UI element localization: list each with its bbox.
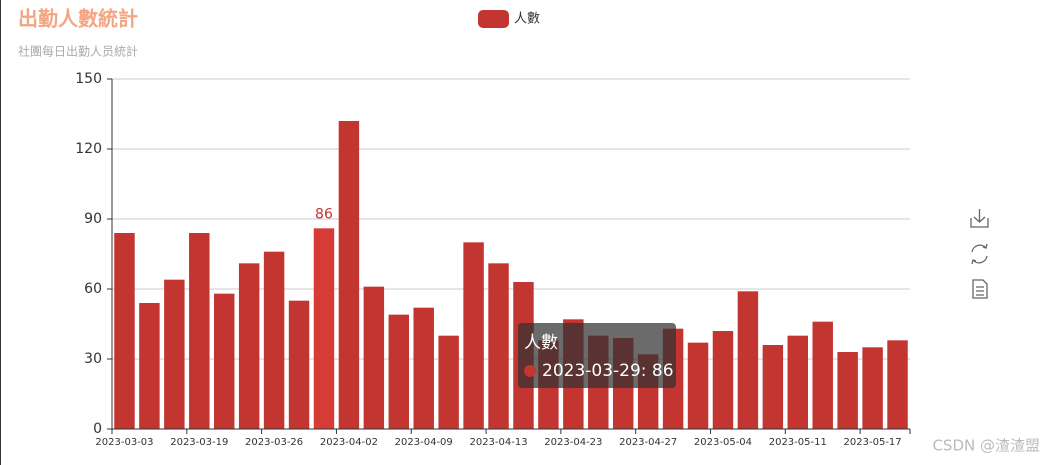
y-tick-label: 120 xyxy=(75,141,102,157)
bar xyxy=(189,233,210,429)
legend-label[interactable]: 人數 xyxy=(514,12,540,27)
bar xyxy=(388,314,410,429)
x-tick-label: 2023-03-26 xyxy=(245,437,303,448)
restore-icon[interactable] xyxy=(971,243,988,265)
x-tick-label: 2023-03-19 xyxy=(170,437,228,448)
data-label: 86 xyxy=(315,206,333,222)
y-tick-label: 0 xyxy=(93,421,102,437)
x-tick-label: 2023-05-04 xyxy=(694,437,752,448)
bar xyxy=(263,251,285,429)
y-tick-label: 90 xyxy=(84,211,102,227)
bar xyxy=(488,263,509,429)
y-tick-label: 30 xyxy=(84,351,102,367)
toolbox[interactable] xyxy=(970,209,989,299)
bar xyxy=(837,352,858,429)
tooltip-box xyxy=(518,323,676,388)
bar xyxy=(812,321,833,429)
x-tick-label: 2023-04-09 xyxy=(395,437,453,448)
x-tick-label: 2023-04-13 xyxy=(469,437,527,448)
bar xyxy=(139,303,160,429)
x-tick-label: 2023-04-23 xyxy=(544,437,602,448)
x-tick-label: 2023-04-02 xyxy=(320,437,378,448)
bar xyxy=(463,242,484,429)
bar xyxy=(887,340,908,429)
chart-subtitle: 社團每日出勤人员統計 xyxy=(18,44,138,59)
tooltip-marker xyxy=(524,365,536,377)
bar xyxy=(438,335,459,429)
bar xyxy=(712,331,734,429)
bar xyxy=(288,300,310,429)
x-tick-label: 2023-03-03 xyxy=(95,437,153,448)
y-tick-label: 60 xyxy=(84,281,102,297)
bar xyxy=(313,228,335,429)
bar xyxy=(687,342,709,429)
save-icon[interactable] xyxy=(970,209,989,228)
x-tick-label: 2023-04-27 xyxy=(619,437,677,448)
x-tick-label: 2023-05-11 xyxy=(769,437,827,448)
bar xyxy=(164,279,185,429)
y-tick-label: 150 xyxy=(75,71,102,87)
watermark: CSDN @渣渣盟 xyxy=(932,437,1040,455)
bar xyxy=(238,263,260,429)
bar xyxy=(363,286,385,429)
data-view-icon[interactable] xyxy=(972,279,988,299)
tooltip: 人數 2023-03-29: 86 xyxy=(518,323,676,388)
bar xyxy=(213,293,235,429)
bar xyxy=(338,121,360,429)
bar xyxy=(737,291,759,429)
x-tick-label: 2023-05-17 xyxy=(844,437,902,448)
bar xyxy=(787,335,809,429)
legend-swatch[interactable] xyxy=(478,10,509,28)
tooltip-title: 人數 xyxy=(524,333,558,353)
bar xyxy=(413,307,434,429)
bar xyxy=(862,347,883,429)
bar xyxy=(114,233,135,429)
tooltip-text: 2023-03-29: 86 xyxy=(542,361,674,381)
bar xyxy=(762,345,784,429)
chart-title: 出勤人數統計 xyxy=(18,7,138,31)
legend[interactable]: 人數 xyxy=(478,10,540,28)
